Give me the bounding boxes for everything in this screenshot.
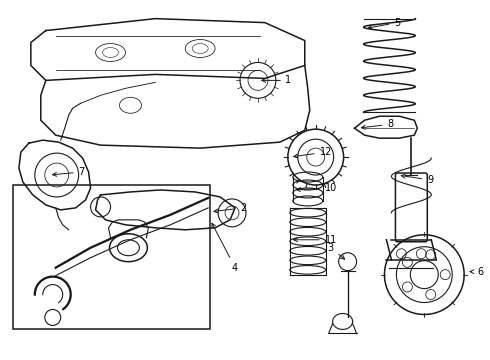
Text: 2: 2 xyxy=(214,203,246,213)
Text: 1: 1 xyxy=(262,75,291,85)
Text: 11: 11 xyxy=(294,235,337,245)
Text: 4: 4 xyxy=(212,223,238,273)
Text: 5: 5 xyxy=(368,18,401,29)
Text: 8: 8 xyxy=(362,119,393,129)
Text: 10: 10 xyxy=(296,183,337,193)
Text: 6: 6 xyxy=(470,267,483,276)
Text: 7: 7 xyxy=(52,167,85,177)
Bar xyxy=(13,185,210,329)
Text: 9: 9 xyxy=(401,174,434,185)
Text: 3: 3 xyxy=(328,243,344,259)
Text: 12: 12 xyxy=(294,147,332,158)
